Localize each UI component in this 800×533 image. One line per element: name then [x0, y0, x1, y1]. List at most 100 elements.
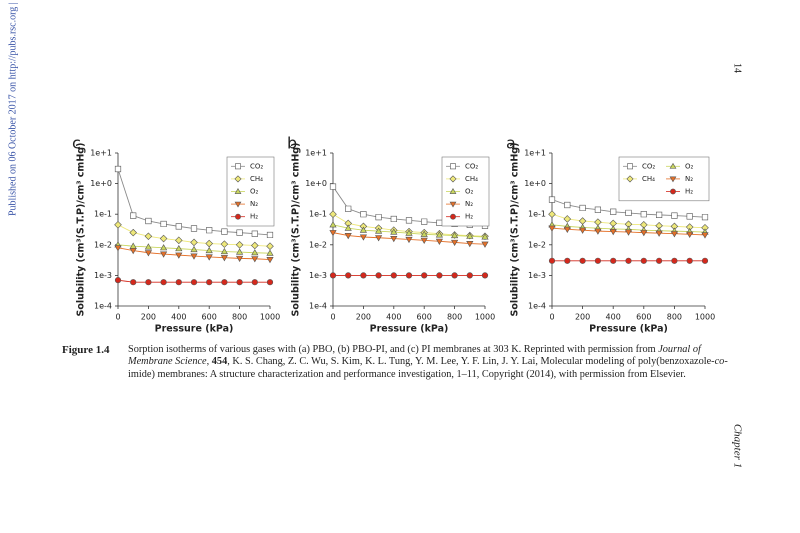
marker [236, 279, 243, 286]
legend-label: CO₂ [642, 162, 655, 170]
marker [624, 229, 633, 236]
marker [405, 236, 413, 244]
y-tick-label: 1e-4 [528, 302, 546, 311]
marker [221, 228, 228, 235]
marker [329, 183, 337, 190]
caption-text: Journal of Membrane Science [128, 344, 701, 368]
marker [236, 229, 243, 236]
marker [175, 244, 183, 252]
legend-marker [450, 213, 456, 220]
marker [266, 242, 274, 250]
y-tick-label: 1e-4 [309, 302, 327, 311]
legend-label: CO₂ [250, 162, 263, 170]
marker [578, 227, 587, 234]
marker [114, 221, 122, 229]
x-tick-label: 0 [549, 313, 554, 322]
x-tick-label: 200 [141, 313, 156, 322]
legend-marker [235, 213, 241, 220]
legend-marker [235, 163, 241, 170]
y-tick-label: 1e-1 [528, 210, 546, 219]
marker [205, 246, 213, 254]
legend-label: N₂ [685, 175, 693, 183]
marker [345, 272, 352, 279]
marker [390, 228, 398, 235]
marker [564, 257, 571, 264]
marker [266, 256, 274, 264]
marker [344, 233, 352, 240]
y-tick-label: 1e-1 [309, 210, 327, 219]
x-tick-label: 600 [636, 313, 651, 322]
marker [390, 215, 397, 223]
marker [405, 229, 413, 236]
y-tick-label: 1e+1 [524, 149, 546, 158]
y-tick-label: 1e-3 [94, 271, 112, 280]
marker [564, 201, 571, 209]
x-tick-label: 1000 [695, 313, 715, 322]
marker [329, 230, 337, 237]
marker [548, 225, 556, 232]
x-tick-label: 0 [330, 313, 335, 322]
x-tick-label: 800 [447, 313, 462, 322]
marker [144, 243, 153, 250]
marker [466, 232, 474, 239]
marker [130, 212, 137, 219]
marker [671, 212, 678, 219]
marker [374, 235, 383, 242]
marker [175, 223, 182, 230]
x-tick-label: 400 [171, 313, 186, 322]
marker [686, 231, 694, 239]
x-axis-label: Pressure (kPa) [370, 324, 449, 335]
legend-label: O₂ [465, 188, 474, 196]
y-tick-label: 1e-1 [94, 210, 112, 219]
marker [655, 257, 663, 264]
marker [640, 211, 647, 218]
marker [145, 279, 152, 286]
legend-marker [669, 162, 677, 169]
marker [159, 244, 168, 251]
marker [625, 257, 632, 264]
marker [220, 255, 229, 262]
caption-text: 454 [211, 356, 228, 368]
marker [594, 228, 602, 235]
marker [206, 227, 213, 234]
legend-label: H₂ [250, 213, 258, 221]
legend-label: CO₂ [465, 162, 478, 170]
marker [655, 211, 663, 218]
marker [563, 215, 572, 223]
legend-marker [627, 163, 633, 170]
y-axis-label: Solubility (cm³(S.T.P)/cm³ cmHg) [510, 143, 521, 317]
marker [435, 231, 444, 238]
legend-label: N₂ [250, 200, 258, 208]
marker [251, 256, 259, 263]
marker [114, 277, 122, 284]
x-axis-label: Pressure (kPa) [155, 324, 234, 335]
y-tick-label: 1e-3 [528, 271, 546, 280]
legend-marker [449, 188, 457, 194]
marker [421, 272, 428, 279]
marker [235, 241, 244, 249]
legend-marker [670, 188, 676, 195]
marker [374, 227, 383, 234]
marker [435, 238, 444, 245]
marker [175, 279, 182, 286]
marker [266, 279, 274, 286]
marker [671, 257, 678, 264]
marker [548, 257, 556, 264]
legend-label: H₂ [465, 213, 473, 221]
caption-text: Sorption isotherms of various gases with… [128, 344, 659, 355]
marker [360, 211, 367, 218]
marker [206, 279, 213, 286]
marker [421, 218, 428, 225]
marker [481, 241, 489, 248]
y-tick-label: 1e-2 [528, 240, 546, 249]
marker [640, 257, 647, 264]
marker [144, 232, 153, 241]
marker [235, 248, 244, 255]
marker [579, 204, 586, 212]
y-tick-label: 1e-3 [309, 271, 327, 280]
x-tick-label: 200 [356, 313, 371, 322]
legend-label: CH₄ [465, 175, 478, 183]
marker [251, 230, 258, 237]
marker [190, 253, 198, 260]
